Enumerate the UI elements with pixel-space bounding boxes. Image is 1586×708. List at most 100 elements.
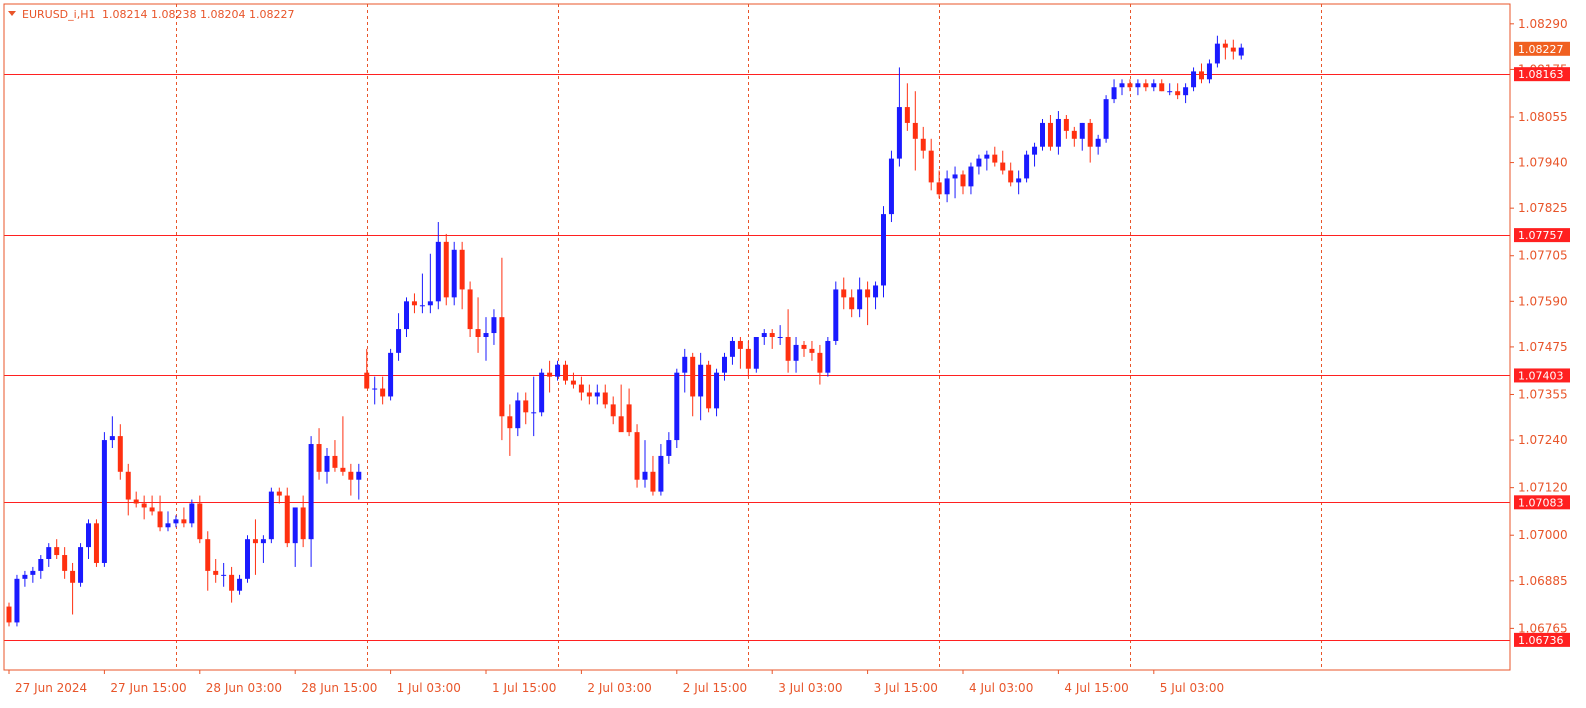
candle-body [252, 539, 258, 544]
candle [539, 368, 545, 417]
candle [769, 329, 775, 349]
candle [475, 297, 481, 353]
y-tick-label: 1.07705 [1518, 249, 1568, 263]
candle [141, 495, 147, 520]
candle [1111, 79, 1117, 104]
candle [419, 273, 425, 314]
candle-body [1191, 71, 1197, 88]
candle [952, 166, 958, 199]
candle-body [650, 471, 656, 492]
candle-body [865, 289, 871, 298]
candle [578, 376, 584, 401]
candle-body [491, 317, 497, 334]
y-tick-label: 1.07475 [1518, 340, 1568, 354]
candle-body [380, 388, 386, 397]
candle [1047, 115, 1053, 151]
x-tick-label: 27 Jun 2024 [15, 681, 87, 695]
candle [348, 463, 354, 496]
candle [300, 495, 306, 548]
candle-body [785, 337, 791, 361]
candle-body [411, 301, 417, 306]
candle [157, 495, 163, 532]
candle [30, 566, 36, 583]
candle-body [761, 333, 767, 337]
candle [745, 340, 751, 377]
candle [873, 281, 879, 310]
candle-body [626, 404, 632, 433]
candle-body [555, 364, 561, 377]
candle [785, 309, 791, 373]
candle-body [427, 301, 433, 306]
candle [936, 170, 942, 199]
candle [197, 495, 203, 544]
candle-body [292, 507, 298, 544]
candle-body [340, 467, 346, 472]
candle-body [109, 436, 115, 441]
candle [729, 337, 735, 365]
candle-body [1008, 170, 1014, 183]
candle [634, 424, 640, 488]
candle-body [912, 122, 918, 139]
candle [388, 348, 394, 401]
candle-body [93, 523, 99, 563]
candle-body [539, 372, 545, 413]
candle-body [205, 539, 211, 571]
candle [133, 491, 139, 508]
candle-body [1167, 91, 1173, 93]
candle-body [857, 289, 863, 310]
candle-body [992, 154, 998, 163]
candle [586, 384, 592, 405]
candle-body [1071, 130, 1077, 139]
candle [1206, 59, 1212, 84]
y-tick-label: 1.07355 [1518, 387, 1568, 401]
candle [1175, 83, 1181, 100]
candle [507, 404, 513, 456]
candle [928, 138, 934, 191]
y-tick-label: 1.07940 [1518, 156, 1568, 170]
y-tick-label: 1.08290 [1518, 17, 1568, 31]
candle-body [300, 507, 306, 540]
candle-body [308, 444, 314, 540]
candle [1151, 79, 1157, 92]
candle [93, 519, 99, 567]
candle [38, 555, 44, 579]
candle [793, 337, 799, 373]
level-price-tag: 1.06736 [1514, 632, 1570, 647]
candle-body [30, 570, 36, 575]
candle [435, 222, 441, 310]
candle [117, 424, 123, 480]
x-tick-label: 4 Jul 03:00 [969, 681, 1033, 695]
candle-body [38, 559, 44, 571]
candle [1000, 150, 1006, 175]
candle-body [881, 214, 886, 286]
candle-body [515, 400, 521, 429]
candle-body [372, 388, 378, 390]
candle [618, 384, 624, 433]
candle-body [404, 301, 409, 330]
candle [809, 340, 815, 361]
candle [237, 574, 243, 595]
candle-body [928, 150, 934, 183]
candle-body [14, 578, 20, 623]
candle-body [1111, 87, 1117, 100]
candle-body [666, 440, 672, 456]
candle [865, 281, 871, 326]
candle [6, 602, 12, 627]
x-tick-label: 2 Jul 15:00 [683, 681, 747, 695]
candle-body [873, 285, 879, 298]
dropdown-triangle-icon[interactable] [8, 11, 16, 16]
symbol-label: EURUSD_i,H1 [22, 8, 95, 21]
candle-body [213, 570, 219, 575]
candle [904, 83, 910, 131]
candle [650, 455, 656, 496]
candle-body [722, 356, 727, 373]
candle-body [1087, 122, 1093, 147]
price-tag-label: 1.08163 [1518, 68, 1564, 81]
candle-body [1135, 83, 1141, 88]
candle [920, 126, 926, 159]
candle [547, 360, 553, 393]
candle-body [849, 297, 855, 310]
candle [817, 344, 823, 385]
price-tag-box [1514, 368, 1570, 383]
